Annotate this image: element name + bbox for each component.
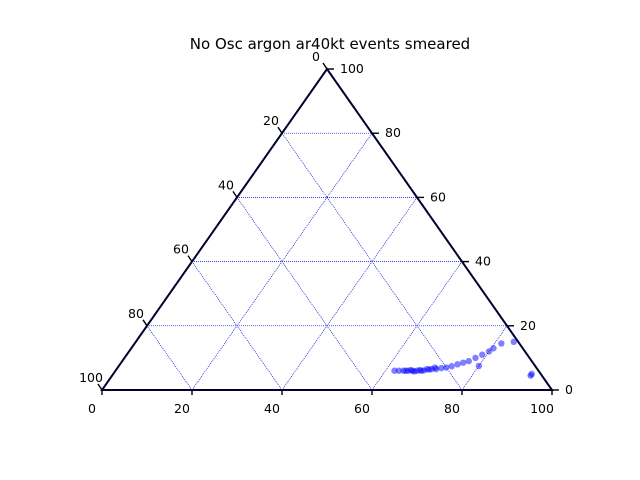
data-point (472, 354, 479, 362)
chart-title: No Osc argon ar40kt events smeared (190, 35, 470, 53)
data-point (411, 368, 418, 375)
data-point (448, 363, 455, 370)
triangle-frame (100, 67, 554, 391)
data-point (498, 340, 505, 347)
left-axis-tick (322, 62, 328, 70)
data-point (438, 364, 445, 372)
left-axis-tick-label: 40 (218, 177, 234, 192)
bottom-axis-tick-label: 100 (530, 401, 554, 416)
data-point (479, 351, 486, 358)
grid-line-falling (236, 197, 373, 391)
right-axis-tick-label: 60 (430, 189, 446, 204)
left-axis-tick-label: 20 (263, 113, 279, 128)
data-point (402, 367, 409, 374)
data-point (485, 348, 493, 355)
bottom-axis-tick-label: 80 (444, 401, 460, 416)
bottom-axis-tick-label: 20 (174, 401, 190, 416)
data-point (420, 367, 428, 374)
data-point (527, 372, 534, 379)
data-point (395, 367, 403, 374)
left-axis-tick-label: 100 (79, 370, 103, 385)
left-axis-tick (142, 319, 148, 327)
grid-line-falling (146, 325, 193, 391)
bottom-axis-tick-label: 60 (354, 401, 370, 416)
data-point (391, 367, 398, 374)
left-axis-tick-label: 60 (173, 242, 189, 257)
right-axis-tick-label: 100 (340, 61, 364, 76)
data-point (510, 338, 517, 346)
tick-labels: 0 0 0 20 20 20 40 40 40 60 60 60 80 80 80 100 100 100 (79, 49, 573, 416)
right-axis-tick-label: 20 (520, 318, 536, 333)
left-axis-tick (232, 191, 238, 198)
data-point (490, 345, 497, 352)
data-point (443, 364, 450, 371)
data-point (454, 361, 461, 368)
data-point (432, 365, 440, 373)
grid-line-rising (371, 261, 463, 391)
axis-ticks (97, 62, 559, 395)
grid-line-rising (281, 197, 418, 391)
data-points (391, 338, 535, 379)
left-axis-tick-label: 80 (128, 306, 144, 321)
right-axis-tick-label: 80 (385, 125, 401, 140)
left-axis-tick-label: 0 (312, 49, 320, 64)
grid-line-rising (461, 325, 508, 391)
right-axis-tick-label: 0 (565, 382, 573, 397)
grid-lines (146, 132, 508, 391)
data-point (475, 362, 483, 370)
bottom-axis-tick-label: 0 (88, 401, 96, 416)
data-point (459, 359, 467, 366)
data-point (465, 357, 472, 365)
left-axis-tick (187, 255, 193, 262)
left-axis-tick (97, 383, 103, 391)
bottom-axis-tick-label: 40 (264, 401, 280, 416)
right-axis-tick-label: 40 (475, 254, 491, 269)
left-axis-tick (277, 126, 283, 134)
grid-line-falling (191, 261, 283, 391)
